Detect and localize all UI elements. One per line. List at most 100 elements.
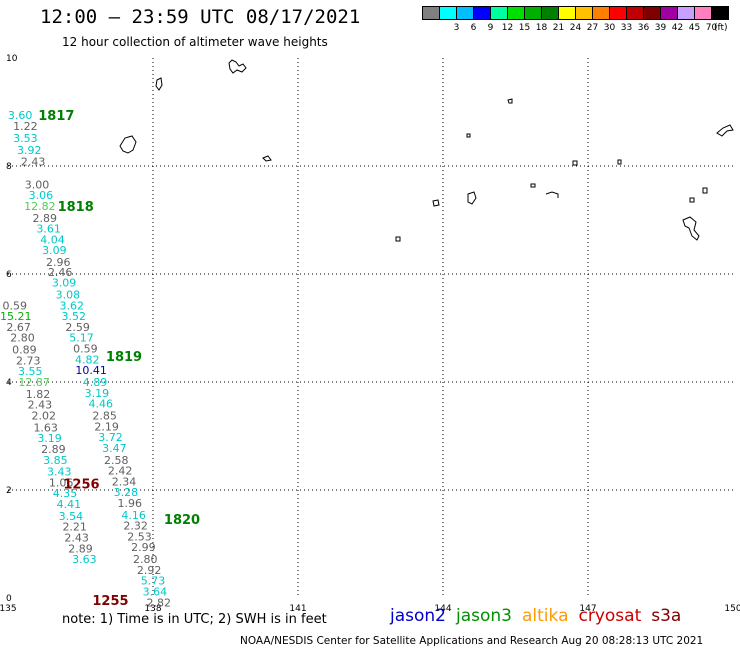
island-outline — [507, 98, 513, 104]
axis-tick-labels: 135 138 141 144 147 150 0 2 4 6 8 10 — [0, 54, 740, 614]
wave-height-value: 4.41 — [57, 498, 82, 511]
legend-unit: (ft) — [714, 23, 728, 33]
lon-tick-label: 135 — [0, 604, 17, 614]
legend-label: 36 — [637, 23, 650, 33]
pass-time-label: 1817 — [38, 109, 74, 124]
wave-height-value: 4.89 — [83, 376, 108, 389]
island-outline — [228, 59, 247, 74]
island-outline — [467, 191, 477, 205]
pass-time-label: 1255 — [92, 594, 128, 609]
wave-height-value: 3.09 — [42, 244, 67, 257]
legend-label: 45 — [688, 23, 701, 33]
wave-height-value: 5.17 — [69, 332, 94, 345]
island-outline — [155, 77, 163, 91]
wave-height-value: 2.59 — [65, 321, 90, 334]
wave-height-value: 2.21 — [62, 521, 87, 534]
wave-height-value: 2.89 — [68, 542, 93, 555]
page-title: 12:00 – 23:59 UTC 08/17/2021 — [40, 6, 361, 28]
land-outlines — [119, 59, 734, 242]
wave-height-value: 12.82 — [24, 200, 56, 213]
wave-height-value: 15.21 — [0, 310, 31, 323]
wave-height-value: 2.85 — [92, 409, 117, 422]
lat-tick-label: 4 — [6, 378, 12, 388]
lat-tick-label: 10 — [6, 54, 18, 64]
wave-height-value: 2.99 — [131, 541, 156, 554]
wave-height-value: 1.82 — [26, 388, 51, 401]
wave-height-value: 12.87 — [18, 376, 50, 389]
wave-height-value: 4.46 — [89, 398, 114, 411]
satellite-key: jason2 jason3 altika cryosat s3a — [390, 606, 691, 626]
wave-height-value: 4.82 — [75, 353, 100, 366]
island-outline — [682, 216, 700, 241]
page-subtitle: 12 hour collection of altimeter wave hei… — [62, 35, 328, 49]
lon-tick-label: 150 — [724, 604, 740, 614]
wave-height-value: 4.35 — [53, 487, 78, 500]
legend-label: 24 — [569, 23, 582, 33]
wave-height-value: 2.67 — [6, 321, 31, 334]
wave-height-value: 10.41 — [75, 364, 107, 377]
wave-height-value: 1.63 — [33, 421, 58, 434]
legend-label: 42 — [671, 23, 684, 33]
wave-height-value: 2.58 — [104, 454, 129, 467]
island-outline — [466, 133, 471, 138]
lon-tick-label: 138 — [144, 604, 161, 614]
wave-height-value: 3.63 — [72, 553, 97, 566]
lon-tick-label: 147 — [579, 604, 596, 614]
wave-height-value: 2.80 — [10, 332, 35, 345]
wave-height-value: 2.43 — [21, 156, 46, 169]
wave-height-value: 0.59 — [3, 299, 28, 312]
wave-height-value: 2.02 — [32, 409, 57, 422]
island-outline — [702, 187, 708, 194]
legend-label: 70 — [705, 23, 718, 33]
satellite-name: altika — [522, 606, 569, 626]
wave-height-value: 3.92 — [17, 144, 42, 157]
wave-height-value: 3.47 — [102, 442, 127, 455]
lat-tick-label: 0 — [6, 594, 12, 604]
legend-label: 12 — [501, 23, 514, 33]
wave-height-value: 3.54 — [59, 510, 84, 523]
satellite-name: jason2 — [390, 606, 446, 626]
legend-label: 3 — [453, 23, 460, 33]
satellite-name: jason3 — [456, 606, 512, 626]
wave-height-value: 3.85 — [43, 454, 68, 467]
satellite-name: s3a — [651, 606, 682, 626]
lon-tick-label: 144 — [434, 604, 451, 614]
legend-label: 9 — [487, 23, 494, 33]
wave-height-value: 5.73 — [141, 575, 166, 588]
pass-time-label: 1256 — [63, 478, 99, 493]
island-outline — [689, 197, 695, 203]
wave-height-value: 3.60 — [8, 109, 33, 122]
wave-height-value: 2.32 — [123, 520, 148, 533]
wave-height-value: 0.89 — [12, 344, 37, 357]
island-outline — [572, 160, 578, 166]
wave-height-value: 1.06 — [49, 476, 74, 489]
legend-label: 21 — [552, 23, 565, 33]
wave-height-value: 2.42 — [108, 465, 133, 478]
wave-height-value: 3.19 — [85, 387, 110, 400]
lat-tick-label: 8 — [6, 162, 12, 172]
legend-swatch — [711, 6, 729, 20]
satellite-name: cryosat — [578, 606, 642, 626]
wave-height-value: 3.09 — [52, 277, 77, 290]
wave-height-value: 0.59 — [73, 343, 98, 356]
island-outline — [617, 159, 622, 165]
wave-height-value: 2.43 — [64, 532, 89, 545]
wave-height-value: 3.61 — [36, 223, 61, 236]
wave-height-value: 2.96 — [46, 256, 71, 269]
wave-height-values: 3.601.223.533.922.433.003.0612.822.893.6… — [0, 109, 171, 609]
wave-height-value: 3.53 — [13, 132, 38, 145]
wave-height-value: 3.64 — [143, 586, 168, 599]
wave-height-value: 3.08 — [56, 289, 81, 302]
wave-height-value: 3.43 — [47, 466, 72, 479]
wave-height-value: 2.92 — [137, 564, 162, 577]
wave-height-value: 3.52 — [61, 310, 86, 323]
island-outline — [545, 191, 559, 198]
island-outline — [530, 183, 536, 188]
wave-height-value: 3.00 — [25, 178, 50, 191]
wave-height-value: 3.06 — [29, 189, 54, 202]
pass-time-label: 1818 — [58, 200, 94, 215]
lat-tick-label: 6 — [6, 270, 12, 280]
credit-line: NOAA/NESDIS Center for Satellite Applica… — [240, 635, 704, 647]
